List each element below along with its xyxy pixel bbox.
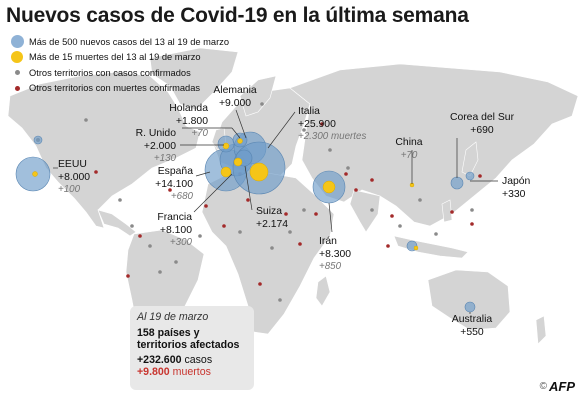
legend-label-other-cases: Otros territorios con casos confirmados: [29, 67, 191, 78]
gray-dot-icon: [14, 70, 20, 76]
label-corea-del-sur: Corea del Sur +690: [449, 112, 515, 136]
leader-lines: [53, 109, 498, 314]
land-masses: [7, 47, 579, 373]
iran-deaths-bubble: [322, 180, 336, 194]
label-china: China +70: [395, 137, 423, 161]
espana-deaths-bubble: [220, 166, 232, 178]
summary-box: Al 19 de marzo 158 países y territorios …: [130, 306, 254, 390]
legend-item-other-deaths: Otros territorios con muertes confirmada…: [8, 81, 229, 97]
label-iran: Irán +8.300 +850: [319, 236, 352, 272]
italia-deaths-bubble: [249, 162, 269, 182]
label-espana: España +14.100 +680: [155, 166, 193, 202]
red-dot-icon: [14, 85, 20, 91]
indonesia-shape: [393, 235, 469, 259]
summary-countries: 158 países y territorios afectados: [137, 326, 240, 352]
label-suiza: Suiza +2.174: [256, 206, 289, 230]
australia-cases-bubble: [464, 301, 476, 313]
label-australia: Australia +550: [451, 314, 493, 338]
page-title: Nuevos casos de Covid-19 en la última se…: [6, 4, 469, 27]
sea-deaths-bubble: [413, 245, 419, 251]
legend-item-other-cases: Otros territorios con casos confirmados: [8, 65, 229, 81]
japan-cases-bubble: [465, 171, 475, 181]
legend-label-deaths: Más de 15 muertes del 13 al 19 de marzo: [29, 52, 201, 63]
yellow-circle-icon: [11, 51, 23, 64]
holanda-deaths-bubble: [237, 138, 243, 144]
label-uk: R. Unido +2.000 +130: [135, 128, 176, 164]
africa-shape: [201, 171, 335, 335]
uk-deaths-bubble: [222, 142, 230, 150]
india-shape: [349, 189, 381, 233]
summary-cases: +232.600 casos: [137, 353, 213, 366]
label-italia: Italia +25.900 +2.300 muertes: [298, 106, 367, 142]
philippines-shape: [441, 199, 453, 223]
copyright-icon: ©: [539, 381, 547, 392]
death-bubbles: [32, 138, 419, 251]
new-zealand-shape: [535, 315, 547, 345]
legend-item-deaths: Más de 15 muertes del 13 al 19 de marzo: [8, 50, 229, 66]
madagascar-shape: [315, 275, 331, 307]
scandinavia-shape: [239, 75, 277, 117]
eeuu-deaths-bubble: [32, 171, 38, 177]
map-legend: Más de 500 nuevos casos del 13 al 19 de …: [8, 34, 229, 96]
afp-logo: AFP: [549, 379, 575, 394]
corea-cases-bubble: [450, 176, 464, 190]
australia-shape: [427, 269, 511, 331]
red-death-dots: [94, 122, 482, 286]
francia-deaths-bubble: [233, 157, 243, 167]
legend-label-cases: Más de 500 nuevos casos del 13 al 19 de …: [29, 36, 230, 47]
china-cases-bubble: [33, 135, 43, 145]
label-holanda: Holanda +1.800 +70: [169, 103, 208, 139]
label-alemania: Alemania +9.000: [213, 85, 257, 109]
label-francia: Francia +8.100 +300: [157, 212, 192, 248]
legend-label-other-deaths: Otros territorios con muertes confirmada…: [29, 83, 201, 94]
credit: © AFP: [540, 379, 575, 394]
blue-circle-icon: [10, 35, 24, 49]
summary-date: Al 19 de marzo: [137, 311, 209, 323]
label-japon: Japón +330: [502, 176, 531, 200]
japan-shape: [461, 141, 479, 177]
legend-item-cases: Más de 500 nuevos casos del 13 al 19 de …: [8, 34, 229, 50]
central-america-shape: [97, 209, 137, 237]
case-bubbles: [15, 131, 476, 313]
summary-deaths: +9.800 muertos: [137, 366, 211, 379]
greenland-shape: [149, 47, 239, 111]
label-eeuu: EEUU +8.000 +100: [58, 159, 91, 195]
